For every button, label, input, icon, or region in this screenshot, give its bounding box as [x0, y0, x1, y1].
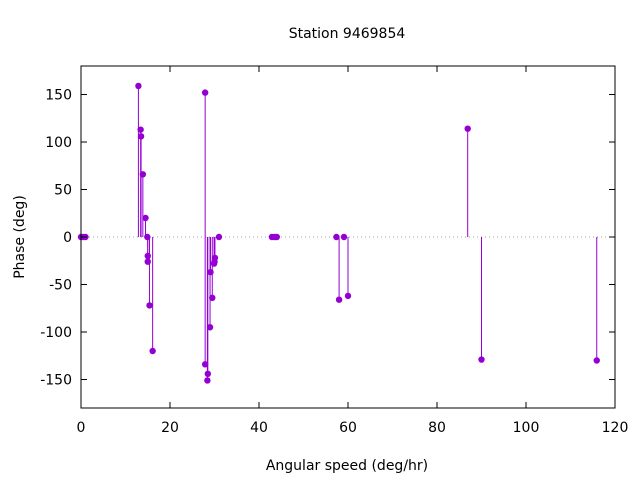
data-point — [464, 125, 471, 132]
data-point — [333, 233, 340, 241]
x-tick-label: 120 — [602, 420, 629, 436]
y-tick-label: 0 — [63, 230, 72, 246]
point-layer — [77, 82, 600, 384]
data-point — [144, 252, 151, 260]
x-axis-ticks: 0 20 40 60 80 100 120 — [77, 66, 629, 436]
data-point — [209, 294, 216, 301]
data-point — [201, 89, 209, 96]
y-tick-label: 150 — [45, 88, 72, 104]
data-point — [215, 233, 223, 241]
y-tick-label: -50 — [49, 278, 72, 294]
data-point — [146, 302, 153, 309]
data-point — [139, 171, 147, 178]
x-tick-label: 100 — [513, 420, 540, 436]
data-point — [207, 268, 214, 276]
x-tick-label: 20 — [161, 420, 179, 436]
data-point — [204, 370, 212, 377]
data-point — [149, 347, 156, 355]
data-point — [137, 133, 145, 140]
data-point — [201, 361, 209, 368]
chart-title: Station 9469854 — [289, 26, 406, 42]
data-point — [478, 356, 485, 363]
x-tick-label: 0 — [77, 420, 86, 436]
data-point — [144, 258, 151, 265]
data-point — [206, 324, 214, 331]
impulse-layer — [137, 85, 598, 381]
data-point — [335, 296, 343, 303]
y-tick-label: 50 — [54, 183, 72, 199]
data-point — [344, 292, 352, 300]
x-tick-label: 80 — [428, 420, 446, 436]
data-point — [144, 233, 151, 241]
y-axis-ticks: -150 -100 -50 0 50 100 150 — [40, 88, 615, 389]
y-axis-label: Phase (deg) — [12, 195, 28, 279]
y-tick-label: -100 — [40, 325, 72, 341]
y-tick-label: 100 — [45, 135, 72, 151]
data-point — [211, 254, 219, 262]
data-point — [135, 82, 142, 90]
x-axis-label: Angular speed (deg/hr) — [266, 458, 428, 474]
data-point — [204, 377, 211, 384]
x-tick-label: 60 — [339, 420, 357, 436]
data-point — [137, 126, 144, 133]
y-tick-label: -150 — [40, 373, 72, 389]
x-tick-label: 40 — [250, 420, 268, 436]
data-point — [340, 233, 348, 241]
data-point — [273, 233, 280, 241]
data-point — [593, 357, 600, 364]
data-point — [142, 214, 149, 222]
